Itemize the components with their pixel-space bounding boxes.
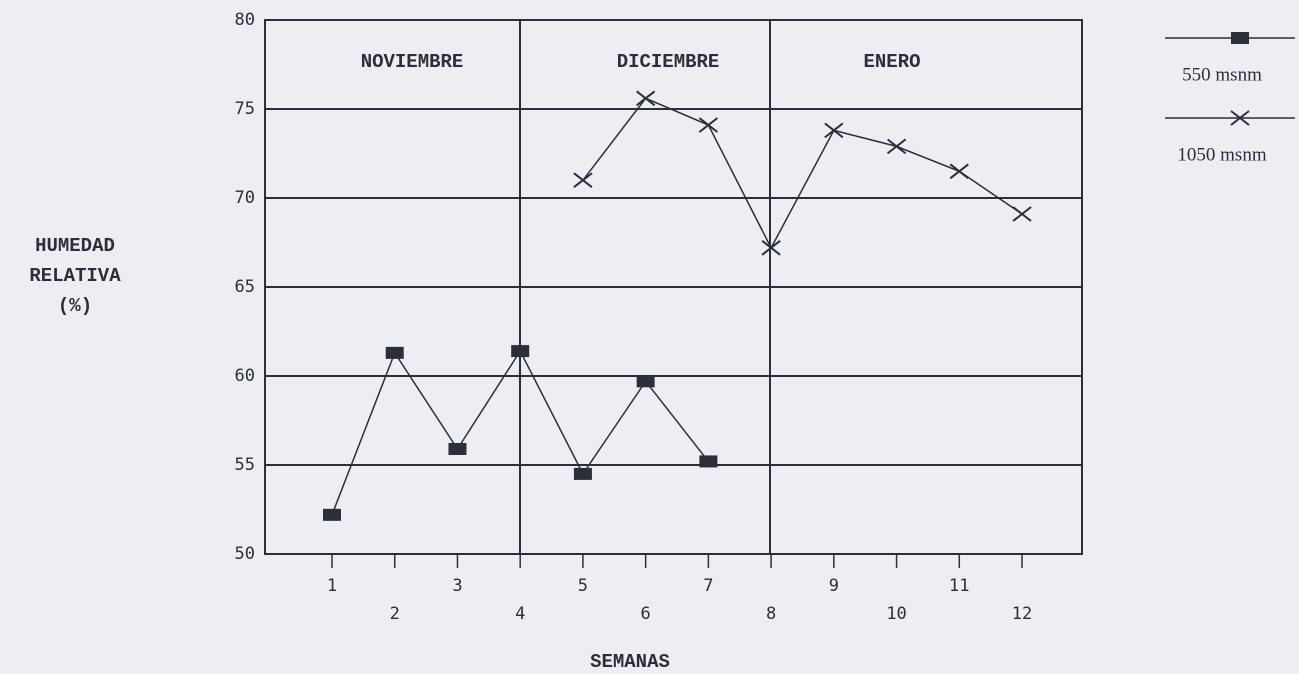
- annotation: NOVIEMBRE: [361, 51, 464, 73]
- x-tick-label: 5: [578, 576, 588, 596]
- x-axis-label: SEMANAS: [590, 651, 670, 673]
- x-tick-label: 11: [949, 576, 969, 596]
- x-tick-label: 3: [452, 576, 462, 596]
- y-tick-label: 55: [235, 455, 255, 475]
- marker: [761, 240, 781, 256]
- marker: [511, 345, 530, 358]
- marker: [636, 90, 656, 107]
- series-line: [582, 97, 1023, 250]
- marker: [573, 467, 592, 480]
- x-tick-label: 8: [766, 604, 776, 624]
- x-tick-label: 12: [1012, 604, 1032, 624]
- marker: [1230, 110, 1250, 126]
- y-tick-label: 70: [235, 188, 255, 208]
- marker: [824, 122, 844, 139]
- x-tick-label: 1: [327, 576, 337, 596]
- x-tick-label: 6: [641, 604, 651, 624]
- y-tick-label: 80: [235, 10, 255, 30]
- y-tick-label: 50: [235, 544, 255, 564]
- y-tick-label: 65: [235, 277, 255, 297]
- marker: [323, 508, 341, 521]
- y-tick-label: 75: [235, 99, 255, 119]
- y-axis-label: HUMEDAD: [35, 235, 115, 257]
- annotation: ENERO: [863, 51, 920, 73]
- marker: [573, 172, 593, 188]
- x-tick-label: 4: [515, 604, 525, 624]
- marker: [636, 375, 655, 388]
- x-tick-label: 9: [829, 576, 839, 596]
- marker: [385, 346, 404, 359]
- marker: [699, 455, 718, 468]
- y-tick-label: 60: [235, 366, 255, 386]
- x-tick-label: 10: [886, 604, 906, 624]
- marker: [886, 138, 907, 155]
- marker: [448, 442, 467, 455]
- marker: [1012, 206, 1032, 222]
- marker: [949, 163, 969, 180]
- annotation: DICIEMBRE: [617, 51, 720, 73]
- marker: [1231, 32, 1249, 44]
- x-tick-label: 7: [703, 576, 713, 596]
- x-tick-label: 2: [390, 604, 400, 624]
- legend-label: 550 msnm: [1182, 64, 1262, 85]
- y-axis-label: (%): [58, 295, 92, 317]
- legend-label: 1050 msnm: [1177, 144, 1266, 165]
- marker: [698, 117, 718, 133]
- y-axis-label: RELATIVA: [29, 265, 121, 287]
